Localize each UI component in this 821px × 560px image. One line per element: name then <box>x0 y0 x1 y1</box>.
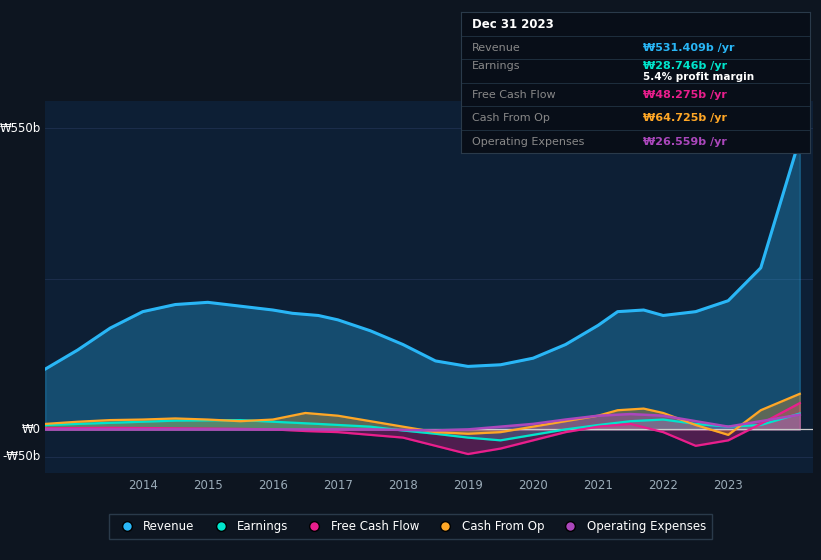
Text: Revenue: Revenue <box>472 43 521 53</box>
Text: ₩531.409b /yr: ₩531.409b /yr <box>643 43 734 53</box>
Text: Earnings: Earnings <box>472 61 521 71</box>
Text: ₩26.559b /yr: ₩26.559b /yr <box>643 137 727 147</box>
Text: ₩48.275b /yr: ₩48.275b /yr <box>643 90 727 100</box>
Legend: Revenue, Earnings, Free Cash Flow, Cash From Op, Operating Expenses: Revenue, Earnings, Free Cash Flow, Cash … <box>109 514 712 539</box>
Text: ₩64.725b /yr: ₩64.725b /yr <box>643 113 727 123</box>
Text: -₩50b: -₩50b <box>2 450 41 463</box>
Text: ₩28.746b /yr: ₩28.746b /yr <box>643 60 727 71</box>
Text: Operating Expenses: Operating Expenses <box>472 137 585 147</box>
Text: Free Cash Flow: Free Cash Flow <box>472 90 556 100</box>
Text: ₩0: ₩0 <box>22 423 41 436</box>
Text: Dec 31 2023: Dec 31 2023 <box>472 17 553 31</box>
Text: ₩550b: ₩550b <box>0 122 41 135</box>
Text: Cash From Op: Cash From Op <box>472 113 550 123</box>
Text: 5.4% profit margin: 5.4% profit margin <box>643 72 754 82</box>
